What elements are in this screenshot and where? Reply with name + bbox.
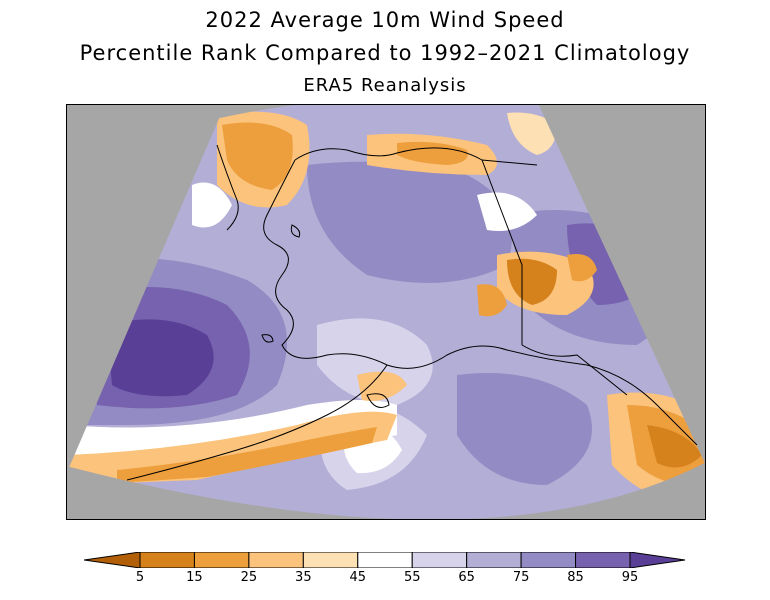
colorbar-extend-high [629, 552, 686, 568]
colorbar-extend-low [84, 552, 141, 568]
field-southeast-dark [647, 425, 702, 468]
title-line-2: Percentile Rank Compared to 1992–2021 Cl… [79, 41, 691, 65]
wind-percentile-map [68, 105, 705, 519]
title-line-1: 2022 Average 10m Wind Speed [205, 8, 565, 32]
colorbar [84, 552, 686, 568]
border-panhandle [521, 344, 628, 396]
border-alaska-canada [481, 159, 523, 345]
colorbar-box [139, 552, 195, 568]
coastline-north-slope [294, 147, 538, 166]
field-nne-pale [507, 112, 557, 155]
field-bering-white [192, 182, 232, 228]
colorbar-tick-label: 65 [458, 570, 475, 585]
colorbar-tick-label: 15 [186, 570, 203, 585]
island-st-lawrence [290, 224, 301, 238]
colorbar-tick-label: 45 [349, 570, 367, 585]
coastlines [126, 144, 698, 481]
colorbar-tick-label: 75 [512, 570, 530, 585]
colorbar-box [411, 552, 468, 568]
colorbar-box [357, 552, 413, 568]
field-yukon-orange-3 [477, 284, 507, 317]
map-panel [66, 104, 706, 520]
colorbar-box [248, 552, 304, 568]
field-aleutian-orange [117, 427, 377, 483]
field-north-purple [307, 161, 512, 283]
coastline-gulf [386, 345, 698, 446]
field-west-deepest [107, 319, 214, 397]
colorbar-tick-label: 25 [240, 570, 258, 585]
projection-boundary [68, 105, 705, 519]
field-gulf-purple [457, 373, 592, 485]
coastline-west-alaska [263, 159, 388, 366]
colorbar-box [575, 552, 631, 568]
island-nunivak [261, 334, 274, 343]
colorbar-box [302, 552, 359, 568]
colorbar-tick-label: 55 [403, 570, 421, 585]
coastline-peninsula [126, 364, 388, 481]
field-brooks-white [477, 192, 537, 231]
title-line-3: ERA5 Reanalysis [303, 75, 467, 96]
field-north-slope-orange [397, 141, 468, 165]
field-yukon-orange [507, 258, 557, 305]
colorbar-tick-label: 35 [295, 570, 312, 585]
field-kodiak-light [357, 371, 407, 401]
colorbar-tick-label: 85 [567, 570, 584, 585]
colorbar-tick-label: 5 [135, 570, 145, 585]
coastline-chukotka [216, 144, 239, 231]
island-kodiak [366, 393, 390, 408]
colorbar-box [193, 552, 250, 568]
colorbar-box [520, 552, 577, 568]
colorbar-tick-label: 95 [621, 570, 639, 585]
colorbar-box [466, 552, 522, 568]
field-yukon-orange-2 [567, 254, 597, 282]
field-chukotka-orange [222, 122, 293, 190]
